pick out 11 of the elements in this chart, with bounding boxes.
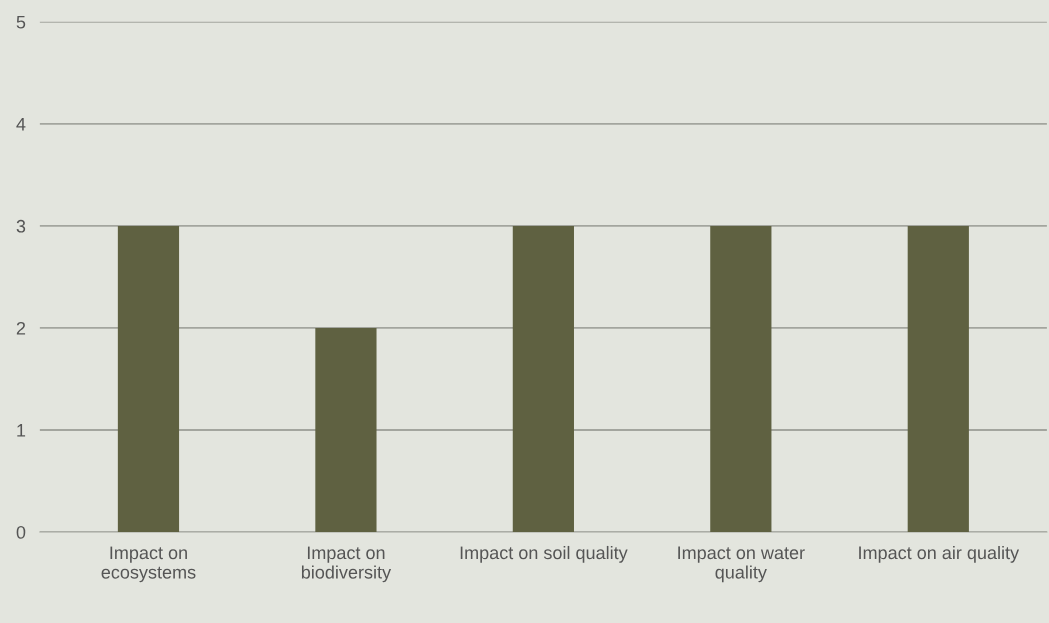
y-tick-label: 3 bbox=[16, 219, 26, 233]
y-tick-label: 0 bbox=[16, 525, 26, 539]
y-tick-label: 5 bbox=[16, 15, 26, 29]
x-tick-label: Impact on biodiversity bbox=[301, 546, 392, 583]
x-tick-label: Impact on soil quality bbox=[460, 545, 628, 563]
y-tick-label: 1 bbox=[17, 424, 26, 437]
x-tick-label: Impact on ecosystems bbox=[101, 546, 196, 583]
x-tick-label: Impact on air quality bbox=[859, 545, 1020, 563]
y-tick-label: 2 bbox=[16, 321, 26, 335]
x-tick-label: Impact on water quality bbox=[678, 546, 805, 583]
y-tick-label: 4 bbox=[16, 117, 26, 131]
